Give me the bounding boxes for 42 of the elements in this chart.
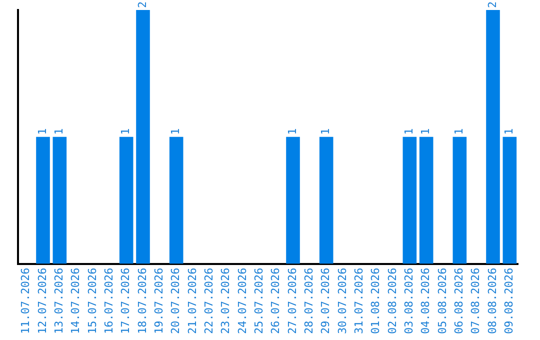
- data-label: 1: [452, 128, 466, 135]
- x-tick-label: 23.07.2026: [219, 268, 232, 334]
- data-label: 1: [52, 128, 66, 135]
- x-tick-label: 20.07.2026: [169, 268, 182, 334]
- x-tick-label: 15.07.2026: [86, 268, 99, 334]
- data-label: 1: [319, 128, 332, 135]
- x-tick-label: 22.07.2026: [202, 268, 216, 334]
- x-tick-label: 29.07.2026: [319, 268, 332, 334]
- x-tick-label: 04.08.2026: [419, 268, 432, 334]
- x-tick-label: 28.07.2026: [302, 268, 316, 334]
- x-tick-label: 02.08.2026: [386, 268, 399, 334]
- x-tick-label: 13.07.2026: [52, 268, 66, 334]
- x-tick-label: 08.08.2026: [486, 268, 499, 334]
- x-tick-label: 21.07.2026: [186, 268, 199, 334]
- data-label: 1: [419, 128, 432, 135]
- x-tick-label: 18.07.2026: [136, 268, 149, 334]
- data-label: 1: [402, 128, 416, 135]
- data-label: 1: [286, 128, 299, 135]
- x-tick-label: 26.07.2026: [269, 268, 282, 334]
- x-tick-label: 17.07.2026: [119, 268, 132, 334]
- x-tick-label: 14.07.2026: [69, 268, 82, 334]
- x-tick-label: 31.07.2026: [352, 268, 366, 334]
- x-tick-label: 01.08.2026: [369, 268, 382, 334]
- x-tick-label: 30.07.2026: [336, 268, 349, 334]
- x-tick-label: 05.08.2026: [436, 268, 449, 334]
- data-label: 2: [486, 1, 499, 8]
- x-tick-label: 09.08.2026: [502, 268, 516, 334]
- x-tick-label: 24.07.2026: [236, 268, 249, 334]
- x-tick-label: 03.08.2026: [402, 268, 416, 334]
- data-label: 1: [119, 128, 132, 135]
- data-label: 1: [169, 128, 182, 135]
- data-label: 1: [36, 128, 49, 135]
- x-tick-label: 19.07.2026: [152, 268, 166, 334]
- data-label: 1: [502, 128, 516, 135]
- x-tick-label: 27.07.2026: [286, 268, 299, 334]
- x-tick-label: 16.07.2026: [102, 268, 116, 334]
- x-tick-label: 07.08.2026: [469, 268, 482, 334]
- data-label: 2: [136, 1, 149, 8]
- x-tick-label: 11.07.2026: [19, 268, 32, 334]
- x-tick-label: 25.07.2026: [252, 268, 266, 334]
- x-tick-label: 12.07.2026: [36, 268, 49, 334]
- x-tick-label: 06.08.2026: [452, 268, 466, 334]
